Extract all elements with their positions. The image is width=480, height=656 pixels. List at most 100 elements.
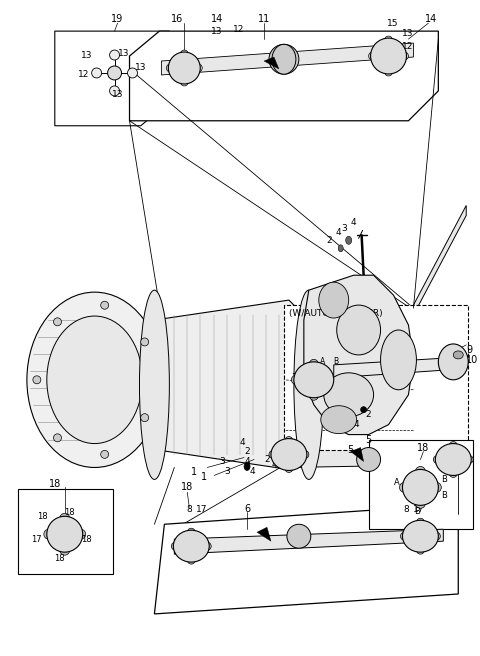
Ellipse shape: [402, 520, 438, 552]
Ellipse shape: [369, 52, 377, 60]
Text: 7: 7: [291, 373, 297, 383]
Ellipse shape: [346, 236, 352, 244]
Ellipse shape: [101, 301, 108, 309]
Text: 4: 4: [354, 420, 360, 429]
Text: 5: 5: [348, 445, 354, 455]
Polygon shape: [289, 443, 458, 468]
Text: 3: 3: [224, 467, 230, 476]
Text: 18: 18: [417, 443, 430, 453]
Text: 4: 4: [351, 218, 357, 227]
Ellipse shape: [128, 68, 137, 78]
Polygon shape: [413, 205, 466, 315]
Ellipse shape: [109, 50, 120, 60]
Ellipse shape: [432, 532, 440, 540]
Ellipse shape: [287, 524, 311, 548]
Polygon shape: [257, 527, 271, 541]
Ellipse shape: [324, 373, 373, 417]
Text: 8: 8: [404, 505, 409, 514]
Bar: [369, 440, 473, 529]
Text: 17: 17: [32, 535, 42, 544]
Text: 8: 8: [186, 505, 192, 514]
Text: (W/AUTO TRANSFER): (W/AUTO TRANSFER): [289, 308, 383, 318]
Text: 1: 1: [191, 468, 197, 478]
Ellipse shape: [417, 546, 424, 554]
Polygon shape: [264, 57, 279, 69]
Text: B: B: [415, 507, 420, 516]
Text: 2: 2: [244, 447, 250, 456]
Polygon shape: [304, 276, 413, 434]
Ellipse shape: [384, 68, 393, 76]
Ellipse shape: [294, 362, 334, 398]
Ellipse shape: [167, 64, 174, 72]
Text: 18: 18: [48, 480, 61, 489]
Text: 1: 1: [201, 472, 207, 482]
Ellipse shape: [400, 52, 408, 60]
Ellipse shape: [203, 543, 211, 550]
Text: 18: 18: [81, 535, 92, 544]
Ellipse shape: [244, 462, 250, 470]
Ellipse shape: [140, 290, 169, 480]
Bar: [18, 489, 113, 574]
Text: 13: 13: [211, 27, 223, 35]
Text: B: B: [333, 358, 338, 366]
Text: 17: 17: [413, 505, 424, 514]
Text: 5: 5: [365, 434, 372, 445]
Text: 19: 19: [111, 14, 124, 24]
Text: 17: 17: [195, 505, 207, 514]
Ellipse shape: [438, 344, 468, 380]
Text: 13: 13: [111, 91, 123, 99]
Ellipse shape: [168, 52, 200, 84]
Polygon shape: [174, 529, 444, 554]
Text: 18: 18: [37, 512, 48, 521]
Ellipse shape: [285, 464, 293, 472]
Ellipse shape: [271, 439, 307, 470]
Ellipse shape: [338, 245, 343, 252]
Text: 3: 3: [341, 224, 347, 233]
Ellipse shape: [180, 78, 188, 86]
Text: 13: 13: [134, 64, 146, 72]
Polygon shape: [130, 31, 438, 121]
Ellipse shape: [371, 38, 407, 74]
Text: 15: 15: [387, 18, 398, 28]
Text: 12: 12: [233, 25, 245, 33]
Ellipse shape: [319, 282, 348, 318]
Ellipse shape: [432, 482, 441, 493]
Text: 13: 13: [118, 49, 129, 58]
Ellipse shape: [47, 516, 83, 552]
Ellipse shape: [400, 532, 408, 540]
Text: 10: 10: [466, 355, 479, 365]
Ellipse shape: [291, 375, 300, 384]
Text: A: A: [320, 358, 325, 366]
Ellipse shape: [141, 338, 149, 346]
Text: B: B: [442, 475, 447, 484]
Text: 13: 13: [402, 29, 413, 37]
Text: 11: 11: [258, 14, 270, 24]
Text: 4: 4: [271, 460, 277, 469]
Ellipse shape: [27, 292, 162, 468]
Ellipse shape: [47, 316, 143, 443]
Text: 2: 2: [366, 410, 372, 419]
Ellipse shape: [141, 414, 149, 422]
Text: B: B: [442, 491, 447, 500]
Polygon shape: [161, 43, 413, 75]
Ellipse shape: [399, 482, 409, 493]
Ellipse shape: [357, 447, 381, 472]
Ellipse shape: [53, 434, 61, 441]
Text: 12: 12: [402, 41, 413, 51]
Ellipse shape: [337, 305, 381, 355]
Ellipse shape: [417, 518, 424, 526]
Text: 3: 3: [219, 457, 225, 466]
Ellipse shape: [309, 359, 318, 369]
Ellipse shape: [309, 391, 318, 400]
Polygon shape: [155, 504, 458, 614]
Text: A: A: [394, 478, 399, 487]
Ellipse shape: [269, 451, 277, 459]
Text: 16: 16: [171, 14, 183, 24]
Ellipse shape: [108, 66, 121, 80]
Ellipse shape: [101, 451, 108, 459]
Ellipse shape: [301, 451, 309, 459]
Ellipse shape: [60, 513, 70, 523]
Ellipse shape: [187, 556, 195, 564]
Ellipse shape: [58, 527, 72, 541]
Ellipse shape: [433, 455, 441, 464]
